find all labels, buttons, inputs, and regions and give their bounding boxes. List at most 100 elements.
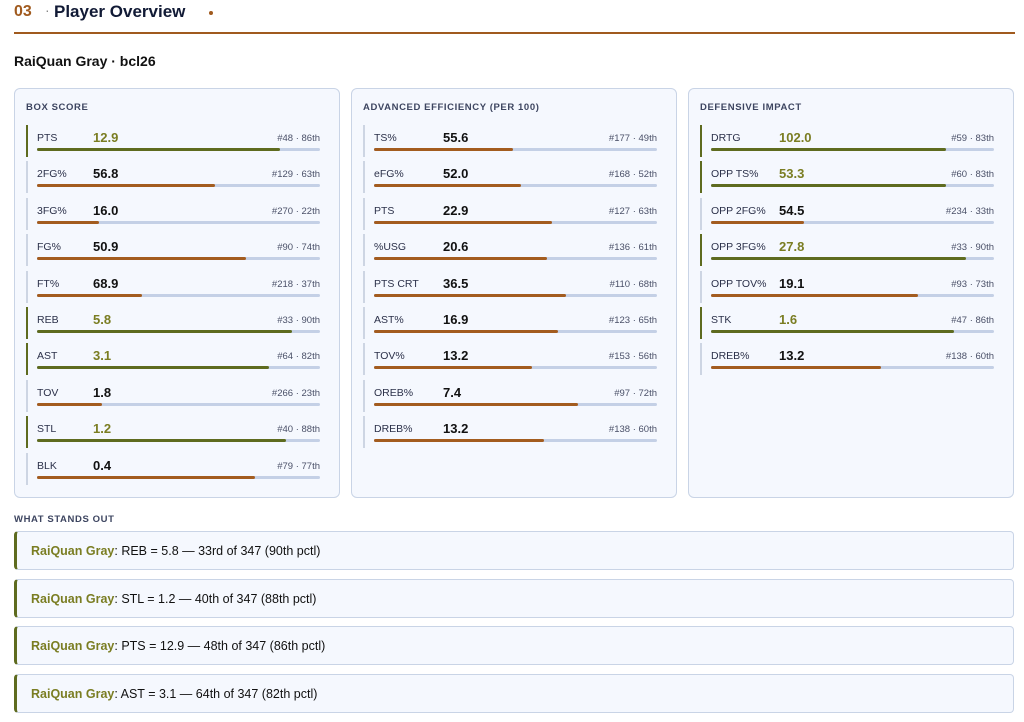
stat-value: 1.6: [779, 312, 798, 327]
stat-row: AST 3.1 #64 · 82th: [26, 343, 320, 376]
stat-label: STL: [37, 423, 57, 436]
stat-value: 12.9: [93, 130, 119, 145]
percentile-bar-fill: [37, 475, 255, 479]
percentile-bar-track: [374, 148, 657, 151]
percentile-bar-fill: [37, 293, 142, 297]
insight-detail: : PTS = 12.9 — 48th of 347 (86th pctl): [114, 639, 326, 654]
stat-rank: #60 · 83th: [951, 169, 994, 181]
percentile-bar-track: [37, 330, 320, 333]
stat-value: 20.6: [443, 239, 469, 255]
stat-rank: #153 · 56th: [608, 351, 657, 363]
stat-label: TOV%: [374, 350, 405, 363]
percentile-bar-fill: [374, 293, 567, 297]
panel-title: BOX SCORE: [26, 102, 89, 113]
stat-label: BLK: [37, 459, 57, 472]
percentile-bar-fill: [711, 293, 918, 297]
stat-row: %USG 20.6 #136 · 61th: [363, 234, 657, 267]
percentile-bar-fill: [374, 257, 547, 261]
panel-advanced-efficiency: ADVANCED EFFICIENCY (PER 100) TS% 55.6 #177…: [351, 88, 677, 498]
insight-card: RaiQuan Gray: PTS = 12.9 — 48th of 347 (…: [14, 626, 1014, 666]
percentile-bar-track: [711, 148, 994, 151]
stat-rank: #33 · 90th: [951, 242, 994, 254]
percentile-bar-track: [37, 366, 320, 370]
percentile-bar-track: [37, 439, 320, 443]
stat-rank: #59 · 83th: [951, 133, 994, 144]
stat-value: 53.3: [779, 166, 805, 182]
stat-row: 2FG% 56.8 #129 · 63th: [26, 161, 320, 194]
insight-detail: : REB = 5.8 — 33rd of 347 (90th pctl): [114, 544, 321, 558]
stat-rank: #40 · 88th: [277, 424, 320, 436]
stat-value: 3.1: [93, 348, 112, 364]
insight-detail: : AST = 3.1 — 64th of 347 (82th pctl): [114, 686, 318, 701]
percentile-bar-track: [374, 184, 657, 188]
stat-rank: #123 · 65th: [608, 315, 657, 326]
stat-row: STK 1.6 #47 · 86th: [700, 307, 994, 339]
percentile-bar-fill: [374, 402, 578, 406]
insight-text: RaiQuan Gray: STL = 1.2 — 40th of 347 (8…: [31, 592, 316, 606]
percentile-bar-fill: [711, 257, 966, 261]
stat-rank: #270 · 22th: [271, 205, 320, 217]
percentile-bar-track: [374, 330, 657, 333]
stat-label: OPP 2FG%: [711, 204, 766, 217]
stat-value: 7.4: [443, 384, 462, 400]
percentile-bar-fill: [37, 366, 270, 370]
stat-rank: #47 · 86th: [951, 315, 994, 326]
percentile-bar-fill: [374, 439, 544, 443]
panel-title: ADVANCED EFFICIENCY (PER 100): [363, 102, 540, 113]
percentile-bar-track: [711, 184, 994, 188]
stat-label: OREB%: [374, 386, 414, 399]
stat-row: OPP TOV% 19.1 #93 · 73th: [700, 270, 994, 303]
percentile-bar-track: [37, 220, 320, 224]
stat-label: DREB%: [374, 423, 413, 436]
stat-label: OPP 3FG%: [711, 241, 766, 254]
percentile-bar-track: [374, 439, 657, 443]
stat-label: STK: [711, 314, 732, 326]
stat-row: DREB% 13.2 #138 · 60th: [363, 416, 657, 449]
stat-value: 50.9: [93, 239, 119, 255]
stat-value: 55.6: [443, 130, 469, 145]
stat-label: FG%: [37, 241, 61, 254]
stat-label: AST%: [374, 314, 404, 326]
stat-rank: #177 · 49th: [608, 133, 657, 144]
stat-value: 1.2: [93, 421, 112, 437]
stat-label: TOV: [37, 386, 59, 399]
stat-label: DRTG: [711, 132, 741, 144]
stat-value: 16.9: [443, 312, 469, 327]
stat-value: 36.5: [443, 275, 469, 291]
stat-rank: #234 · 33th: [945, 205, 994, 217]
stat-row: FT% 68.9 #218 · 37th: [26, 270, 320, 303]
percentile-bar-track: [711, 293, 994, 297]
percentile-bar-track: [37, 402, 320, 406]
stat-label: 3FG%: [37, 204, 67, 217]
stat-label: PTS: [37, 132, 58, 144]
stat-value: 52.0: [443, 166, 469, 182]
stat-row: STL 1.2 #40 · 88th: [26, 416, 320, 449]
stat-row: DRTG 102.0 #59 · 83th: [700, 125, 994, 157]
panel-title: DEFENSIVE IMPACT: [700, 102, 802, 113]
section-number: 03: [14, 3, 32, 20]
percentile-bar-fill: [37, 439, 287, 443]
percentile-bar-track: [374, 257, 657, 261]
stat-row: PTS 22.9 #127 · 63th: [363, 197, 657, 230]
stat-rank: #79 · 77th: [277, 460, 320, 472]
percentile-bar-track: [37, 184, 320, 188]
insight-text: RaiQuan Gray: AST = 3.1 — 64th of 347 (8…: [31, 687, 317, 701]
insight-text: RaiQuan Gray: PTS = 12.9 — 48th of 347 (…: [31, 639, 325, 653]
stat-label: FT%: [37, 277, 60, 290]
stat-label: OPP TS%: [711, 168, 759, 181]
percentile-bar-track: [374, 402, 657, 406]
percentile-bar-fill: [711, 330, 955, 333]
percentile-bar-fill: [37, 148, 281, 151]
stat-rank: #218 · 37th: [271, 278, 320, 290]
percentile-bar-fill: [711, 148, 946, 151]
stat-value: 102.0: [779, 130, 812, 145]
insight-player-name: RaiQuan Gray: [31, 686, 115, 701]
stat-rank: #266 · 23th: [271, 387, 320, 399]
stat-row: PTS 12.9 #48 · 86th: [26, 125, 320, 157]
stat-rank: #168 · 52th: [608, 169, 657, 181]
title-dot-icon: [209, 11, 213, 15]
page-title: Player Overview: [54, 2, 186, 21]
percentile-bar-fill: [711, 184, 946, 188]
panel-box-score: BOX SCORE PTS 12.9 #48 · 86th 2FG% 56.8 #129 ·…: [14, 88, 340, 498]
stat-value: 5.8: [93, 312, 112, 327]
